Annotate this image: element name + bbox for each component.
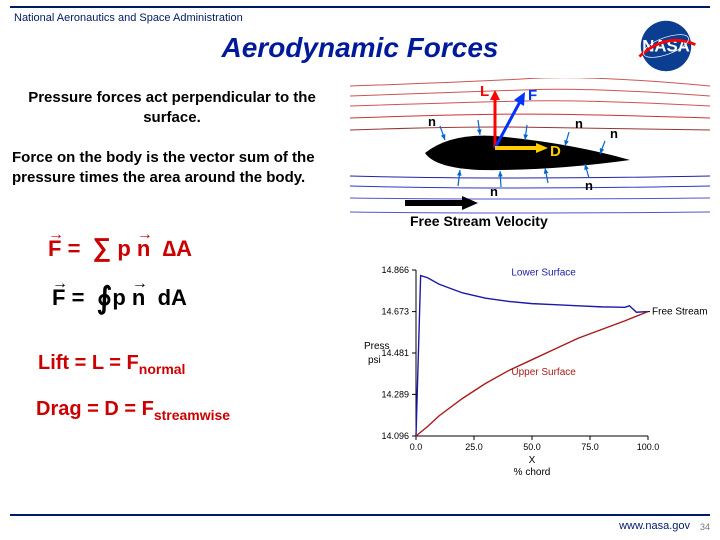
equation-integral: F = ∮p n dA [52, 278, 187, 313]
svg-text:n: n [610, 126, 618, 141]
equation-lift: Lift = L = Fnormal [38, 352, 185, 377]
svg-text:Upper Surface: Upper Surface [511, 367, 576, 378]
paragraph-1: Pressure forces act perpendicular to the… [12, 88, 332, 127]
svg-text:n: n [575, 116, 583, 131]
svg-text:X: X [529, 455, 536, 466]
vec-F2: F [52, 285, 65, 311]
svg-text:Press: Press [364, 341, 390, 352]
vec-n: n [137, 236, 150, 262]
drag-text: Drag = D = F [36, 398, 154, 420]
svg-text:14.096: 14.096 [381, 431, 409, 441]
paragraph-2: Force on the body is the vector sum of t… [12, 148, 342, 187]
lift-text: Lift = L = F [38, 352, 139, 374]
integral: ∮ [97, 282, 113, 315]
equation-drag: Drag = D = Fstreamwise [36, 398, 230, 423]
equation-sum: F = ∑ p n ∆A [48, 232, 192, 263]
drag-sub: streamwise [154, 407, 230, 423]
svg-text:25.0: 25.0 [465, 442, 483, 452]
svg-text:14.673: 14.673 [381, 307, 409, 317]
eq-sign2: = [72, 285, 85, 310]
sigma: ∑ [93, 232, 112, 262]
svg-text:100.0: 100.0 [637, 442, 660, 452]
streamlines-lower [350, 176, 710, 213]
svg-text:50.0: 50.0 [523, 442, 541, 452]
F-label: F [528, 87, 537, 104]
airfoil-body [425, 136, 630, 170]
L-label: L [480, 83, 489, 100]
svg-text:75.0: 75.0 [581, 442, 599, 452]
svg-text:n: n [585, 178, 593, 193]
svg-text:Lower Surface: Lower Surface [511, 268, 576, 279]
nasa-logo: NASA [630, 18, 702, 74]
p2: p [112, 285, 125, 310]
airfoil-diagram: n n n n n L F D Free Stream Velocity [350, 78, 710, 238]
svg-text:0.0: 0.0 [410, 442, 423, 452]
vec-F: F [48, 236, 61, 262]
lift-sub: normal [139, 361, 186, 377]
streamlines-upper [350, 78, 710, 130]
free-stream-label: Free Stream Velocity [410, 213, 548, 229]
eq-sign: = [68, 236, 81, 261]
footer-rule [10, 514, 710, 516]
D-label: D [550, 143, 561, 160]
org-name: National Aeronautics and Space Administr… [14, 12, 243, 24]
page-number: 34 [700, 522, 710, 532]
page-title: Aerodynamic Forces [0, 32, 720, 64]
svg-text:% chord: % chord [514, 467, 551, 478]
svg-text:psi: psi [368, 355, 381, 366]
header-rule [10, 6, 710, 8]
deltaA: ∆A [163, 236, 192, 261]
svg-text:Free Stream: Free Stream [652, 307, 708, 318]
vec-n2: n [132, 285, 145, 311]
free-stream-arrow [405, 196, 478, 210]
svg-text:n: n [490, 184, 498, 199]
p: p [117, 236, 130, 261]
footer-url: www.nasa.gov [619, 520, 690, 532]
svg-text:n: n [428, 114, 436, 129]
svg-text:14.289: 14.289 [381, 389, 409, 399]
pressure-chart: 14.09614.28914.48114.67314.8660.025.050.… [358, 258, 708, 488]
svg-text:14.866: 14.866 [381, 265, 409, 275]
dA: dA [158, 285, 187, 310]
